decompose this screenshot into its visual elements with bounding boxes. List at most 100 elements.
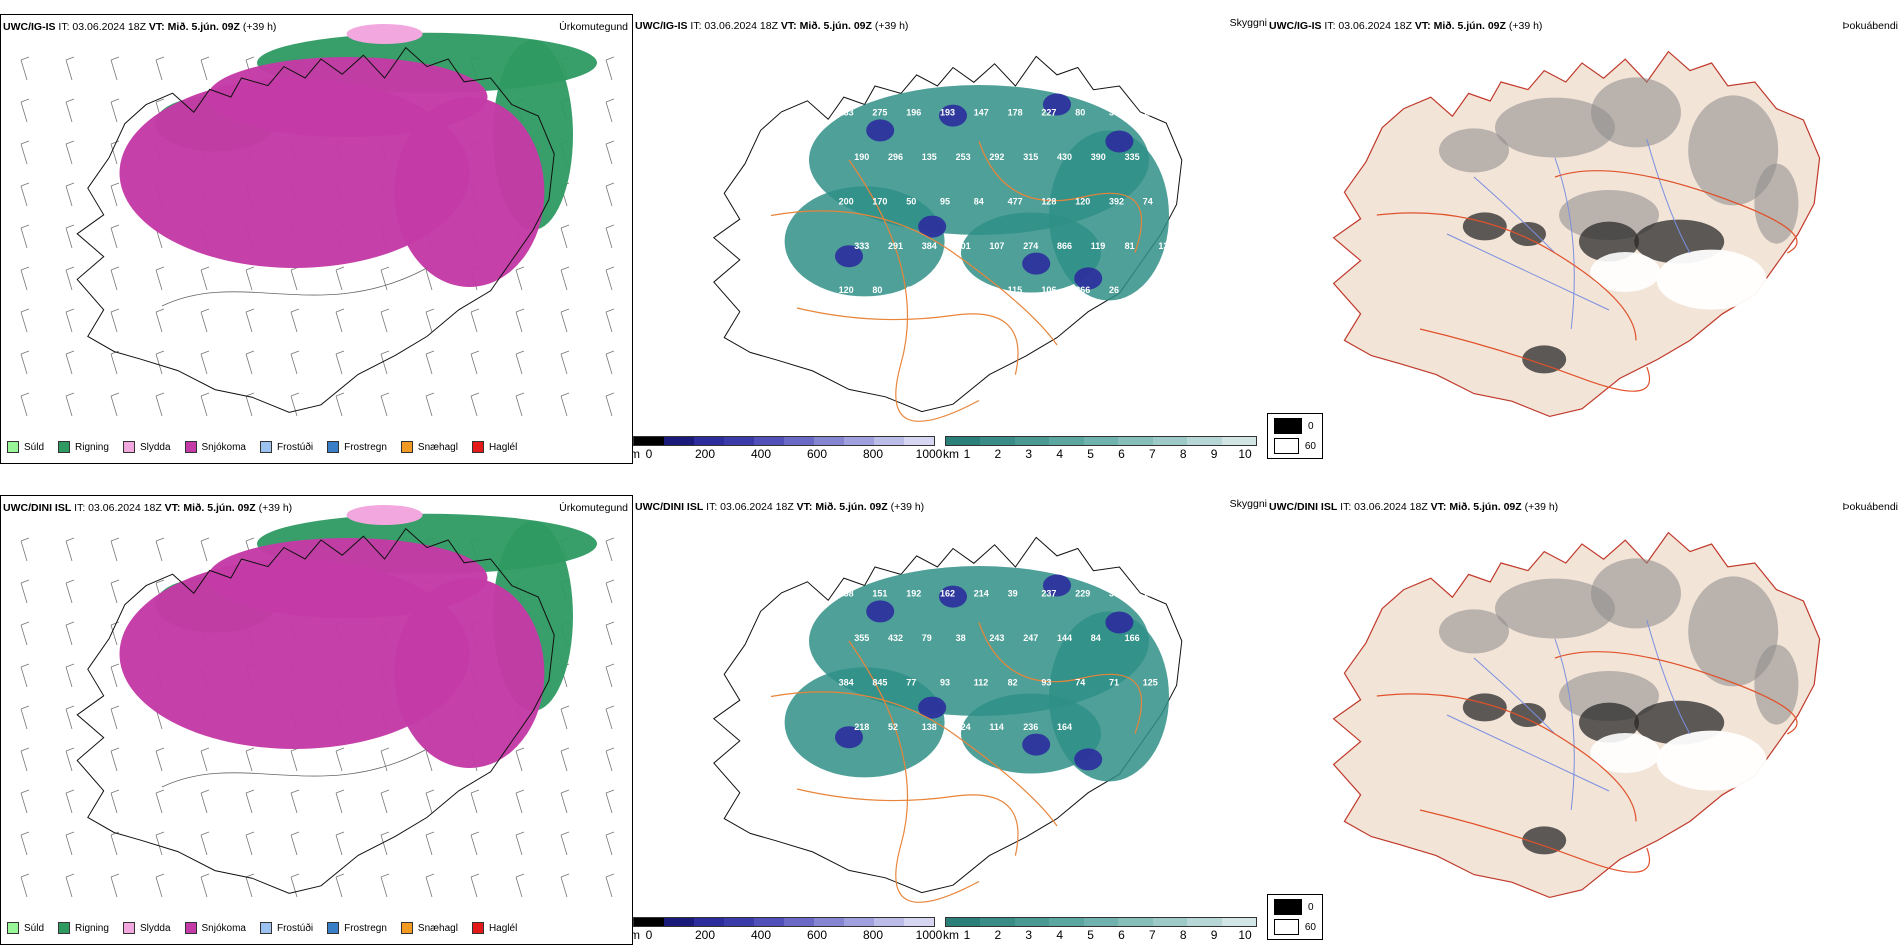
cloud-base-area — [835, 245, 863, 268]
wind-barb-icon — [20, 56, 30, 81]
wind-barb-icon — [110, 350, 120, 375]
panel-header: UWC/DINI ISL IT: 03.06.2024 18Z VT: Mið.… — [635, 501, 924, 513]
cloud-base-area — [1043, 93, 1071, 116]
cloud-base-label: 74 — [1075, 677, 1085, 687]
wind-barb-icon — [155, 789, 165, 814]
precip-panel-row2: UWC/DINI ISL IT: 03.06.2024 18Z VT: Mið.… — [0, 495, 633, 945]
wind-barb-icon — [65, 621, 75, 646]
wind-barb-icon — [515, 789, 525, 814]
terrain-shading — [1591, 77, 1681, 148]
road-line — [1376, 693, 1637, 822]
wind-barb-icon — [65, 873, 75, 898]
colorbar-tick-label: 1 — [963, 928, 971, 942]
cloud-base-label: 128 — [1143, 285, 1158, 295]
wind-barb-icon — [515, 308, 525, 333]
cloud-base-label: 128 — [1041, 196, 1056, 206]
fog-legend-swatch — [1274, 919, 1299, 935]
visibility-area — [784, 186, 945, 297]
cloud-base-label: 291 — [888, 241, 903, 251]
wind-barb-icon — [245, 831, 255, 856]
wind-barb-icon — [110, 705, 120, 730]
cloud-base-label: 200 — [839, 196, 854, 206]
wind-barb-icon — [65, 224, 75, 249]
fog-legend-swatch — [1274, 438, 1299, 454]
road-line — [848, 159, 980, 422]
colorbar-step — [814, 437, 844, 445]
cloud-base-label: 158 — [839, 589, 854, 599]
colorbar-tick-label: 7 — [1148, 447, 1156, 461]
cloud-base-label: 112 — [974, 677, 989, 687]
legend-item: Snæhagl — [400, 441, 458, 453]
cloud-base-label: 166 — [1125, 633, 1140, 643]
colorbar-tick-label: 400 — [750, 928, 772, 942]
fog-legend-label: 0 — [1308, 901, 1314, 913]
wind-barb-icon — [605, 182, 615, 207]
cloud-base-label: 125 — [1143, 677, 1158, 687]
snowfall-area — [394, 578, 545, 768]
legend-label: Rigning — [75, 922, 109, 934]
wind-barb-icon — [515, 831, 525, 856]
clouds-panel-row2: 158 151 192 162 214 39 237 229 388 130 355 432 79 38 2… — [633, 495, 1267, 945]
cloud-base-label: 144 — [1057, 633, 1072, 643]
cloud-base-area — [939, 104, 967, 127]
wind-barb-icon — [155, 873, 165, 898]
cloud-base-label: 193 — [940, 108, 955, 118]
snowfall-area — [394, 97, 545, 287]
panel-header: UWC/IG-IS IT: 03.06.2024 18Z VT: Mið. 5.… — [1269, 20, 1542, 32]
colorbar-step — [724, 437, 754, 445]
colorbar-tick-label: 10 — [1238, 447, 1252, 461]
cloud-base-label: 247 — [1023, 633, 1038, 643]
colorbar-tick-label: 1000 — [915, 928, 943, 942]
colorbar-step — [1014, 437, 1050, 445]
legend-swatch — [58, 441, 71, 453]
cloud-base-label: 147 — [974, 108, 989, 118]
model-name: UWC/IG-IS — [1269, 20, 1322, 32]
wind-barb-icon — [20, 873, 30, 898]
cloud-base-label: 138 — [922, 722, 937, 732]
wind-barb-icon — [380, 789, 390, 814]
valid-time: VT: Mið. 5.jún. 09Z — [796, 501, 888, 513]
fog-area — [1522, 826, 1567, 855]
legend-swatch — [122, 441, 135, 453]
wind-barb-icon — [290, 350, 300, 375]
wind-barb-icon — [470, 831, 480, 856]
snowfall-area — [207, 538, 488, 618]
wind-barb-icon — [20, 705, 30, 730]
cloud-base-area — [1074, 267, 1103, 290]
wind-barb-icon — [425, 308, 435, 333]
wind-barb-icon — [20, 831, 30, 856]
road-line — [1554, 170, 1798, 254]
panel-title: Úrkomutegund — [559, 21, 628, 33]
wind-barb-icon — [290, 831, 300, 856]
colorbar-step — [874, 918, 904, 926]
wind-barb-icon — [605, 266, 615, 291]
lead-time: (+39 h) — [1508, 20, 1543, 32]
wind-barb-icon — [470, 789, 480, 814]
cloud-base-area — [1074, 748, 1103, 771]
colorbar-tick-label: 5 — [1087, 928, 1094, 942]
wind-barb-icon — [20, 789, 30, 814]
wind-barb-icon — [110, 182, 120, 207]
wind-barb-icon — [290, 392, 300, 417]
colorbar-step — [980, 918, 1015, 926]
colorbar-tick-label: 9 — [1210, 928, 1218, 942]
road-line — [1376, 212, 1637, 341]
wind-barb-icon — [155, 56, 165, 81]
cloud-base-label: 119 — [1091, 241, 1106, 251]
road-line — [796, 788, 1019, 856]
fog-area — [1579, 702, 1639, 743]
river-line — [1446, 233, 1610, 311]
wind-barb-icon — [335, 392, 345, 417]
wind-barb-icon — [20, 140, 30, 165]
colorbar-step — [1152, 437, 1188, 445]
cloud-base-label: 432 — [888, 633, 903, 643]
cloud-base-label: 115 — [1008, 285, 1023, 295]
wind-barb-icon — [605, 789, 615, 814]
cloud-base-label: 151 — [872, 589, 887, 599]
terrain-shading — [1559, 190, 1659, 240]
legend-label: Frostúði — [276, 441, 314, 453]
colorbar-unit: m — [633, 928, 640, 942]
fog-indicator-map — [1332, 531, 1821, 899]
cloud-base-label: 266 — [1075, 285, 1090, 295]
cloud-base-label: 195 — [1158, 152, 1173, 162]
